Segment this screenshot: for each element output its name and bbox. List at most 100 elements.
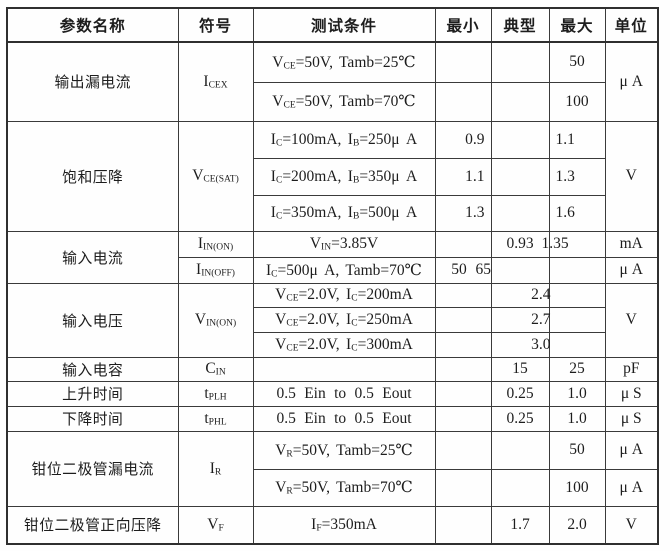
param-cell: 钳位二极管正向压降: [6, 505, 179, 545]
col-header-symbol: 符号: [177, 7, 254, 43]
typ-cell: 2.4: [490, 282, 551, 308]
max-cell: 25: [548, 356, 606, 382]
unit-cell: pF: [604, 356, 659, 382]
condition-cell: 0.5 Ein to 0.5 Eout: [252, 405, 436, 432]
max-cell: 1.6: [548, 194, 606, 232]
condition-cell: VCE=2.0V, IC=250mA: [252, 306, 436, 333]
symbol-cell: VIN(ON): [177, 282, 254, 358]
symbol-cell: VCE(SAT): [177, 120, 254, 232]
min-cell: [434, 430, 492, 470]
typ-cell: [490, 81, 550, 122]
table-row: VCE=50V, Tamb=70℃ 100: [7, 81, 658, 122]
unit-cell: μ A: [604, 468, 659, 507]
condition-cell: 0.5 Ein to 0.5 Eout: [252, 380, 436, 407]
max-cell: [548, 256, 606, 284]
condition-cell: VCE=2.0V, IC=300mA: [252, 331, 436, 358]
condition-cell: VIN=3.85V: [252, 230, 436, 258]
param-cell: 饱和压降: [6, 120, 179, 232]
table-row: 下降时间 tPHL 0.5 Ein to 0.5 Eout 0.25 1.0 μ…: [6, 405, 659, 432]
typ-cell: 3.0: [490, 331, 551, 358]
typ-cell: 1.7: [490, 505, 550, 545]
typ-cell: [490, 41, 550, 83]
unit-cell: μ S: [604, 405, 659, 432]
typ-cell: [490, 468, 550, 507]
table-row: IC=350mA, IB=500μ A 1.3 1.6: [7, 194, 658, 232]
typ-cell: 2.7: [490, 306, 551, 333]
condition-cell: VR=50V, Tamb=25℃: [252, 430, 436, 470]
max-cell: 1.3: [548, 157, 606, 196]
param-cell: 下降时间: [6, 405, 179, 432]
condition-cell: IC=350mA, IB=500μ A: [252, 194, 436, 232]
condition-cell: VCE=50V, Tamb=25℃: [252, 41, 436, 83]
typ-cell: 15: [490, 356, 550, 382]
min-cell: [434, 41, 492, 83]
min-cell: [434, 505, 492, 545]
max-cell: 1.35: [542, 230, 606, 258]
col-header-unit: 单位: [604, 7, 659, 43]
col-header-typ: 典型: [490, 7, 550, 43]
min-cell: [434, 282, 492, 308]
min-cell: [434, 81, 492, 122]
condition-cell: VCE=50V, Tamb=70℃: [252, 81, 436, 122]
max-cell: 2.0: [548, 505, 606, 545]
unit-cell: V: [604, 505, 659, 545]
typ-cell: [490, 194, 550, 232]
max-cell: 1.0: [548, 405, 606, 432]
max-cell: 1.1: [548, 120, 606, 159]
typ-cell: [490, 120, 550, 159]
max-cell: 1.0: [548, 380, 606, 407]
symbol-cell: CIN: [177, 356, 254, 382]
symbol-cell: VF: [177, 505, 254, 545]
symbol-cell: IIN(ON): [177, 230, 254, 258]
min-cell: 1.1: [434, 157, 492, 196]
condition-cell: [252, 356, 436, 382]
min-cell: [434, 380, 492, 407]
condition-cell: VR=50V, Tamb=70℃: [252, 468, 436, 507]
col-header-test-condition: 测试条件: [252, 7, 436, 43]
typ-cell: 0.25: [490, 405, 550, 432]
col-header-max: 最大: [548, 7, 606, 43]
typ-cell: [490, 157, 550, 196]
condition-cell: IC=200mA, IB=350μ A: [252, 157, 436, 196]
param-cell: 输出漏电流: [6, 41, 179, 122]
electrical-parameters-table: 参数名称 符号 测试条件 最小 典型 最大 单位 输出漏电流 ICEX VCE=…: [6, 7, 659, 545]
table-row: 输出漏电流 ICEX VCE=50V, Tamb=25℃ 50 μ A: [6, 41, 659, 122]
min-cell: [434, 468, 492, 507]
symbol-cell: ICEX: [177, 41, 254, 122]
typ-cell: 0.93: [490, 230, 550, 258]
unit-cell: V: [604, 120, 659, 232]
max-cell: [548, 331, 606, 358]
param-cell: 钳位二极管漏电流: [6, 430, 179, 507]
param-cell: 输入电压: [6, 282, 179, 358]
table-row: VR=50V, Tamb=70℃ 100 μ A: [7, 468, 659, 507]
param-cell: 输入电容: [6, 356, 179, 382]
table-row: IC=200mA, IB=350μ A 1.1 1.3: [7, 157, 658, 196]
unit-cell: V: [604, 282, 659, 358]
table-row: 钳位二极管漏电流 IR VR=50V, Tamb=25℃ 50 μ A: [6, 430, 659, 507]
typ-cell: [490, 430, 550, 470]
unit-cell: μ A: [604, 256, 659, 284]
table-row: 上升时间 tPLH 0.5 Ein to 0.5 Eout 0.25 1.0 μ…: [6, 380, 659, 407]
condition-cell: IC=100mA, IB=250μ A: [252, 120, 436, 159]
unit-cell: μ S: [604, 380, 659, 407]
max-cell: [548, 282, 606, 308]
min-cell: [434, 405, 492, 432]
max-cell: [548, 306, 606, 333]
table-row: 钳位二极管正向压降 VF IF=350mA 1.7 2.0 V: [6, 505, 659, 545]
table-row: IIN(OFF) IC=500μ A, Tamb=70℃ 50 65 μ A: [7, 256, 659, 284]
min-cell: [434, 230, 492, 258]
condition-cell: VCE=2.0V, IC=200mA: [252, 282, 436, 308]
table-row: 饱和压降 VCE(SAT) IC=100mA, IB=250μ A 0.9 1.…: [6, 120, 659, 232]
col-header-param: 参数名称: [6, 7, 179, 43]
max-cell: 50: [548, 430, 606, 470]
unit-cell: μ A: [604, 430, 659, 470]
min-cell: [434, 306, 492, 333]
table-row: 输入电流 IIN(ON) VIN=3.85V 0.93 1.35 mA: [6, 230, 659, 284]
header-row: 参数名称 符号 测试条件 最小 典型 最大 单位: [6, 7, 659, 43]
min-cell: [434, 331, 492, 358]
param-cell: 上升时间: [6, 380, 179, 407]
symbol-cell: IR: [177, 430, 254, 507]
unit-cell: mA: [604, 230, 659, 258]
max-cell: 50: [548, 41, 606, 83]
